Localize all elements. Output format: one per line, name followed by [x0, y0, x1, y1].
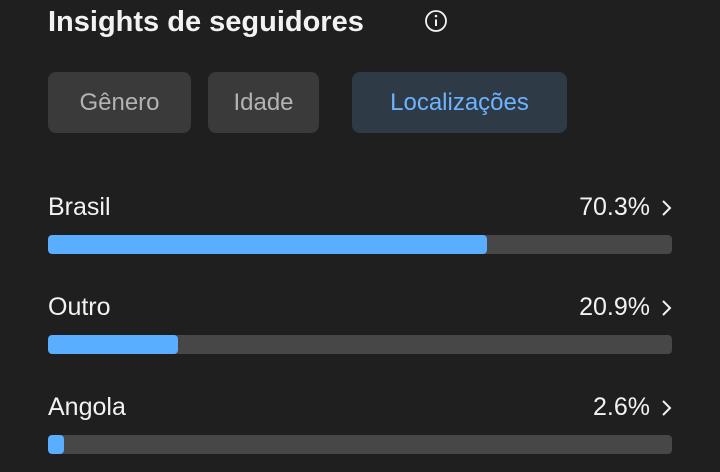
title: Insights de seguidores: [48, 6, 364, 38]
chevron: [662, 400, 672, 416]
bar: [48, 235, 487, 254]
tab[interactable]: Gênero: [48, 72, 191, 133]
location-label: Brasil: [48, 193, 111, 221]
value-label: 20.9%: [579, 293, 650, 321]
chevron: [662, 200, 672, 216]
bar-track: [48, 335, 672, 354]
chevron: [662, 300, 672, 316]
tab[interactable]: Localizações: [352, 72, 567, 133]
location-row[interactable]: Brasil 70.3%: [48, 190, 672, 270]
location-label: Outro: [48, 293, 111, 321]
value-label: 70.3%: [579, 193, 650, 221]
bar: [48, 335, 179, 354]
location-label: Angola: [48, 393, 126, 421]
tab[interactable]: Idade: [208, 72, 319, 133]
bar: [48, 435, 65, 454]
location-row[interactable]: Outro 20.9%: [48, 290, 672, 370]
bar-track: [48, 435, 672, 454]
value-label: 2.6%: [593, 393, 650, 421]
location-row[interactable]: Angola 2.6%: [48, 390, 672, 470]
info-icon[interactable]: [424, 9, 448, 33]
bar-track: [48, 235, 672, 254]
